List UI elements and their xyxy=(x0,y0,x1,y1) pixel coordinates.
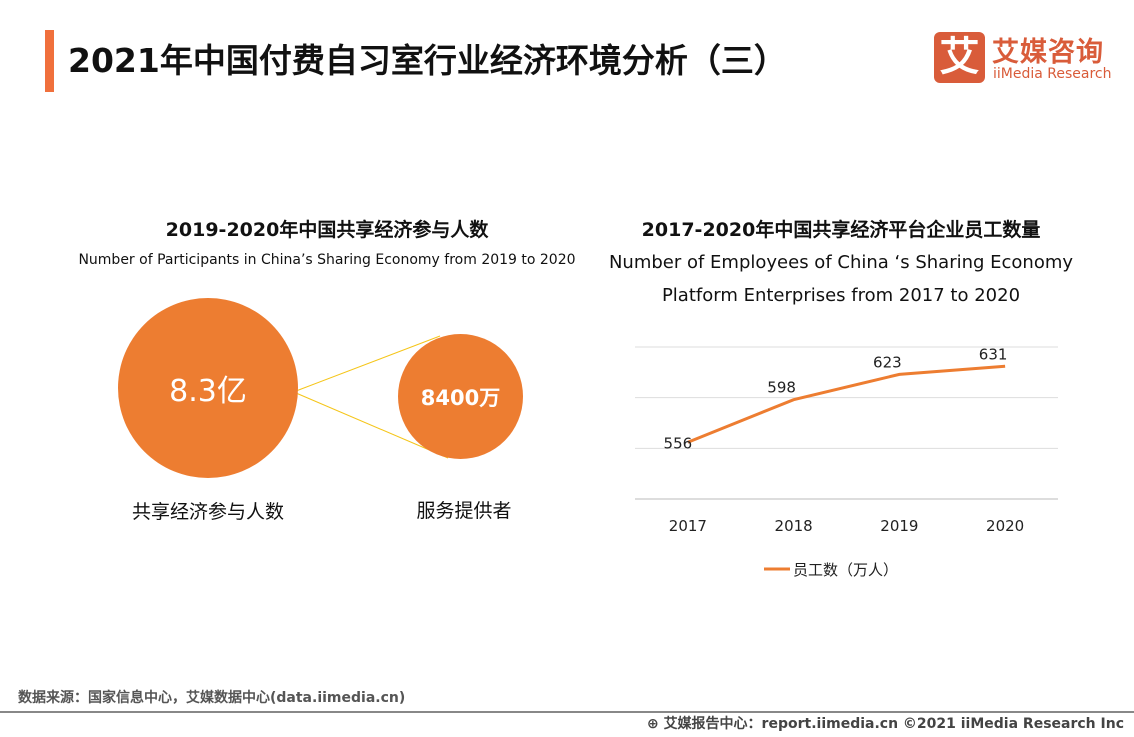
x-tick-label: 2020 xyxy=(986,517,1024,535)
page-title: 2021年中国付费自习室行业经济环境分析（三） xyxy=(68,41,787,80)
data-label: 556 xyxy=(664,434,693,452)
right-chart-subtitle-1: Number of Employees of China ‘s Sharing … xyxy=(608,252,1074,273)
right-chart-subtitle-2: Platform Enterprises from 2017 to 2020 xyxy=(661,285,1021,306)
participants-label: 共享经济参与人数 xyxy=(131,501,284,523)
x-tick-label: 2017 xyxy=(669,517,707,535)
series-line xyxy=(687,364,1006,444)
providers-circle: 8400万 xyxy=(398,334,523,459)
data-label: 623 xyxy=(873,353,902,371)
providers-label: 服务提供者 xyxy=(416,500,512,522)
logo-text-en: iiMedia Research xyxy=(993,66,1112,82)
providers-value: 8400万 xyxy=(420,385,501,410)
right-chart-title: 2017-2020年中国共享经济平台企业员工数量 xyxy=(641,219,1041,241)
left-chart-subtitle: Number of Participants in China’s Sharin… xyxy=(78,252,576,268)
participants-value: 8.3亿 xyxy=(169,374,247,409)
footer-divider xyxy=(0,711,1134,713)
source-note: 数据来源：国家信息中心，艾媒数据中心(data.iimedia.cn) xyxy=(18,690,406,706)
connector-line-top xyxy=(295,335,441,392)
data-label: 631 xyxy=(979,345,1008,363)
footer-copyright: ⊕ 艾媒报告中心：report.iimedia.cn ©2021 iiMedia… xyxy=(647,713,1124,733)
participants-circle: 8.3亿 xyxy=(118,298,298,478)
legend-label: 员工数（万人） xyxy=(793,561,898,579)
logo-text-cn: 艾媒咨询 xyxy=(992,37,1104,68)
data-label: 598 xyxy=(767,379,796,397)
title-accent-bar xyxy=(45,30,54,92)
x-tick-label: 2018 xyxy=(775,517,813,535)
logo-icon: 艾 xyxy=(934,32,985,83)
x-tick-label: 2019 xyxy=(880,517,918,535)
left-chart-title: 2019-2020年中国共享经济参与人数 xyxy=(165,219,489,241)
footer-text: 艾媒报告中心：report.iimedia.cn ©2021 iiMedia R… xyxy=(663,716,1124,732)
connector-line-bottom xyxy=(295,392,449,459)
globe-icon: ⊕ xyxy=(646,716,664,732)
